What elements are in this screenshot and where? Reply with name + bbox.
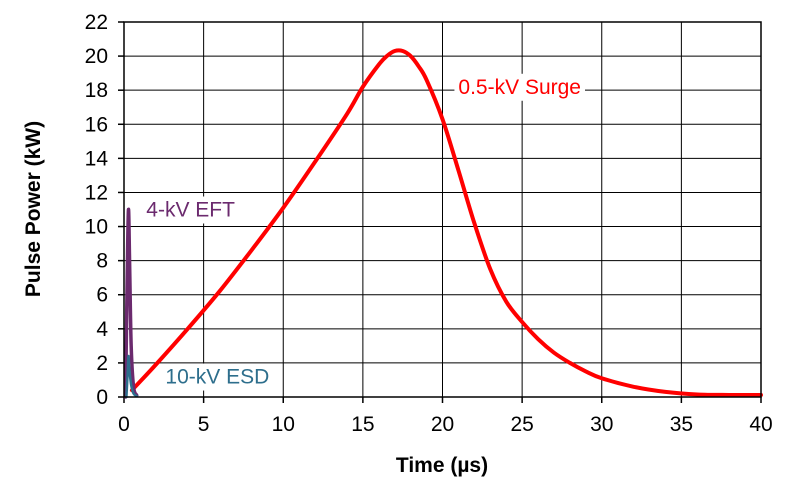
- x-tick-label: 35: [670, 413, 693, 436]
- y-tick-label: 12: [85, 181, 108, 204]
- series-label-background: [454, 73, 586, 101]
- plot-frame: [123, 21, 762, 398]
- series-lines: [123, 48, 763, 399]
- y-tick-label: 8: [96, 250, 108, 273]
- x-tick-label: 30: [590, 413, 613, 436]
- series-label-background: [161, 363, 274, 391]
- y-tick-label: 10: [85, 216, 108, 239]
- series-label-0-5-kv-surge: 0.5-kV Surge: [454, 73, 586, 101]
- y-tick-label: 4: [96, 318, 108, 341]
- y-tick-label: 2: [96, 352, 108, 375]
- series-line-0-5-kv-surge: [129, 48, 763, 397]
- series-labels: 0.5-kV Surge 4-kV EFT 10-kV ESD: [142, 73, 586, 391]
- x-tick-label: 15: [351, 413, 374, 436]
- x-axis-title: Time (µs): [396, 454, 488, 477]
- series-label-4-kv-eft: 4-kV EFT: [142, 196, 240, 224]
- y-tick-label: 14: [85, 147, 109, 170]
- x-tick-label: 0: [118, 413, 130, 436]
- y-axis-title: Pulse Power (kW): [22, 121, 45, 297]
- y-tick-label: 6: [96, 284, 108, 307]
- x-tick-label: 5: [198, 413, 210, 436]
- series-line-10-kv-esd: [125, 354, 138, 399]
- x-tick-label: 25: [510, 413, 533, 436]
- y-tick-label: 16: [85, 113, 108, 136]
- y-tick-label: 0: [96, 386, 108, 409]
- y-tick-label: 22: [85, 11, 108, 34]
- series-label-10-kv-esd: 10-kV ESD: [161, 363, 274, 391]
- y-tick-label: 20: [85, 45, 108, 68]
- x-tick-label: 10: [272, 413, 295, 436]
- series-label-background: [142, 196, 240, 224]
- y-tick-label: 18: [85, 79, 108, 102]
- series-line-4-kv-eft: [123, 207, 139, 399]
- x-axis-ticks: 0 5 10 15 20 25 30 35 40: [118, 397, 773, 436]
- x-tick-label: 20: [431, 413, 454, 436]
- x-tick-label: 40: [749, 413, 772, 436]
- series-label-text: 0.5-kV Surge: [458, 76, 581, 99]
- y-axis-ticks: 0 2 4 6 8 10 12 14 16 18 20 22: [85, 11, 124, 409]
- series-label-text: 10-kV ESD: [165, 366, 269, 389]
- series-label-text: 4-kV EFT: [146, 199, 235, 222]
